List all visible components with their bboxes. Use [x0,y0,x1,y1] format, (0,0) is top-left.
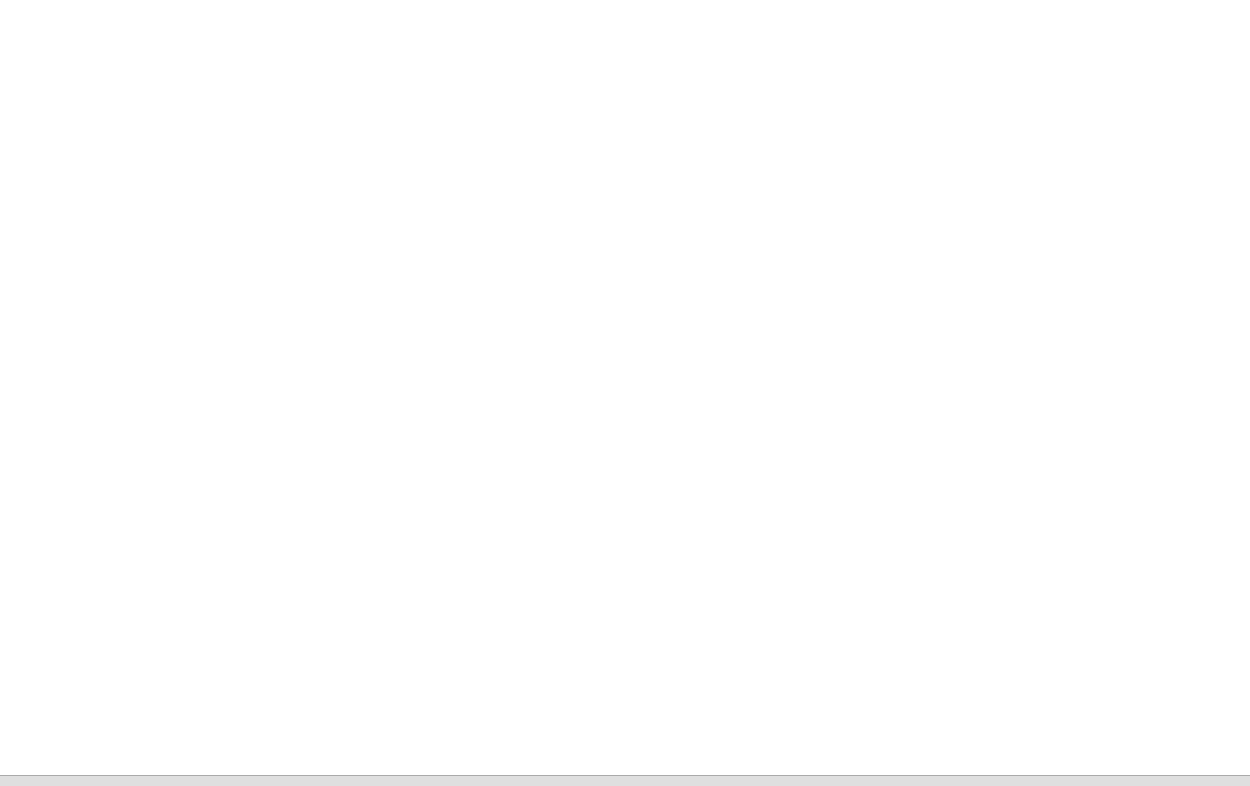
macd-indicator-label [4,469,12,479]
rsi-indicator-label [4,622,8,632]
chart-ohlc-header [4,3,28,13]
chart-tabs-bar [0,775,1250,786]
